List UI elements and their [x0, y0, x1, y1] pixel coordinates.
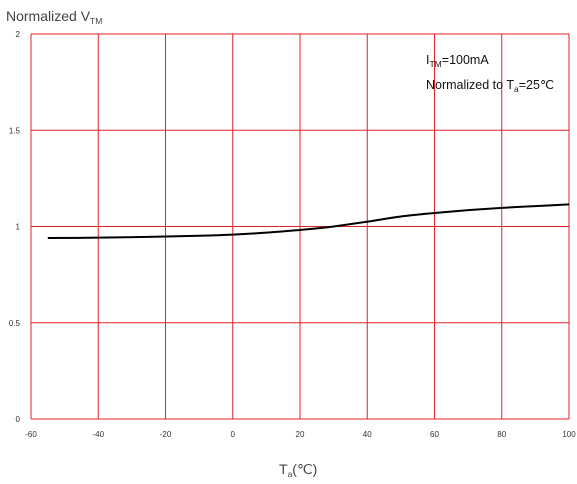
x-axis-label: Ta(℃) — [279, 461, 317, 479]
grid — [30, 33, 570, 420]
y-tick-label: 2 — [16, 30, 21, 39]
x-tick-label: 20 — [296, 430, 305, 439]
annotation-normalized-rest: =25℃ — [519, 78, 554, 92]
x-axis-label-sub: a — [288, 469, 293, 479]
x-axis-label-unit: (℃) — [292, 461, 317, 477]
annotation-normalized-sub: a — [514, 84, 519, 94]
annotation-normalized-main: Normalized to T — [426, 78, 514, 92]
y-tick-label: 0.5 — [9, 319, 21, 328]
y-axis-label-sub: TM — [90, 16, 102, 26]
y-tick-labels: 0 0.5 1 1.5 2 — [9, 30, 21, 424]
annotation-normalized: Normalized to Ta=25℃ — [426, 78, 554, 94]
x-tick-label: 40 — [363, 430, 372, 439]
x-axis-label-main: T — [279, 461, 288, 477]
x-tick-label: -20 — [160, 430, 172, 439]
series-line-0 — [47, 203, 570, 240]
x-tick-label: 0 — [231, 430, 236, 439]
annotation-current: ITM=100mA — [426, 53, 489, 69]
x-tick-label: 80 — [497, 430, 506, 439]
y-tick-label: 1 — [16, 223, 21, 232]
annotation-current-main: I — [426, 53, 429, 67]
annotation-current-rest: =100mA — [442, 53, 490, 67]
series-group — [47, 203, 570, 240]
x-tick-label: 60 — [430, 430, 439, 439]
annotation-current-sub: TM — [429, 59, 441, 69]
x-tick-label: -40 — [92, 430, 104, 439]
y-tick-label: 1.5 — [9, 126, 21, 135]
x-tick-label: -60 — [25, 430, 37, 439]
y-axis-label-main: Normalized V — [6, 8, 91, 24]
x-tick-label: 100 — [562, 430, 576, 439]
y-tick-label: 0 — [16, 415, 21, 424]
y-axis-label: Normalized VTM — [6, 8, 102, 26]
x-tick-labels: -60 -40 -20 0 20 40 60 80 100 — [25, 430, 576, 439]
